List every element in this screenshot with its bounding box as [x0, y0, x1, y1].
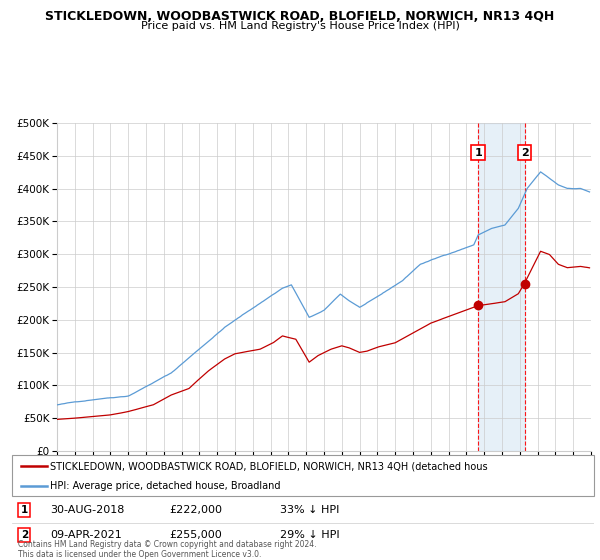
Text: HPI: Average price, detached house, Broadland: HPI: Average price, detached house, Broa… — [50, 480, 280, 491]
Text: 29% ↓ HPI: 29% ↓ HPI — [280, 530, 340, 540]
Text: 30-AUG-2018: 30-AUG-2018 — [50, 505, 124, 515]
Text: 1: 1 — [21, 505, 28, 515]
Text: 09-APR-2021: 09-APR-2021 — [50, 530, 122, 540]
FancyBboxPatch shape — [12, 455, 594, 496]
Text: STICKLEDOWN, WOODBASTWICK ROAD, BLOFIELD, NORWICH, NR13 4QH: STICKLEDOWN, WOODBASTWICK ROAD, BLOFIELD… — [46, 10, 554, 22]
Text: 1: 1 — [474, 148, 482, 158]
Text: 2: 2 — [21, 530, 28, 540]
Text: Price paid vs. HM Land Registry's House Price Index (HPI): Price paid vs. HM Land Registry's House … — [140, 21, 460, 31]
Text: Contains HM Land Registry data © Crown copyright and database right 2024.
This d: Contains HM Land Registry data © Crown c… — [18, 540, 317, 559]
Text: 33% ↓ HPI: 33% ↓ HPI — [280, 505, 339, 515]
Text: £222,000: £222,000 — [169, 505, 222, 515]
Text: STICKLEDOWN, WOODBASTWICK ROAD, BLOFIELD, NORWICH, NR13 4QH (detached hous: STICKLEDOWN, WOODBASTWICK ROAD, BLOFIELD… — [50, 461, 487, 471]
Bar — [478, 123, 524, 451]
Text: £255,000: £255,000 — [169, 530, 222, 540]
Text: 2: 2 — [521, 148, 529, 158]
